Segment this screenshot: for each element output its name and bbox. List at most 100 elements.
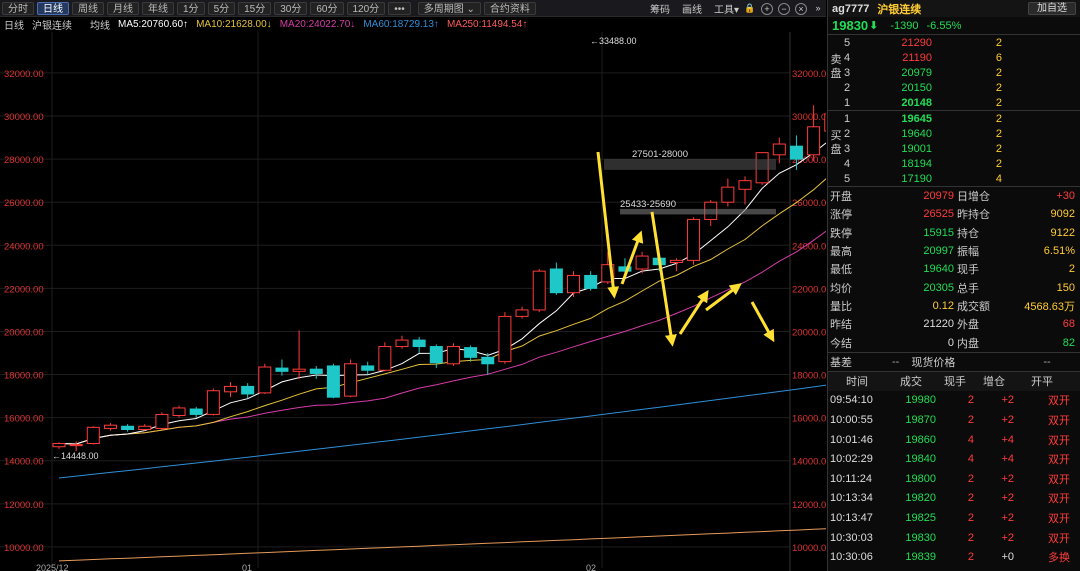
stat-value: 0 xyxy=(947,336,954,349)
y-tick-label-right: 10000.00 xyxy=(792,543,826,554)
last-price: 19830 xyxy=(832,18,869,33)
tab-6[interactable]: 5分 xyxy=(207,1,236,15)
bid-level-row[interactable]: 3 19001 2 xyxy=(828,141,1080,156)
candle-body xyxy=(189,408,203,415)
bid-level-row[interactable]: 1 19645 2 xyxy=(828,111,1080,126)
bid-level-row[interactable]: 4 18194 2 xyxy=(828,156,1080,171)
trade-volume: 2 xyxy=(967,394,974,407)
y-tick-label-right: 14000.00 xyxy=(792,457,826,468)
trade-type: 双开 xyxy=(1048,473,1070,486)
stat-row: 涨停 26525 昨持仓 9092 xyxy=(828,205,1080,223)
tab-2[interactable]: 周线 xyxy=(72,1,104,15)
tab-9[interactable]: 60分 xyxy=(310,1,344,15)
stat-row: 均价 20305 总手 150 xyxy=(828,278,1080,296)
tab-7[interactable]: 15分 xyxy=(238,1,272,15)
trade-type: 双开 xyxy=(1048,513,1070,526)
resistance-zone-1 xyxy=(604,159,776,170)
annotation-arrow xyxy=(750,301,775,343)
level-volume: 2 xyxy=(995,157,1002,170)
candle-body xyxy=(344,363,358,397)
trade-type: 双开 xyxy=(1048,434,1070,447)
stat-value: 4568.63万 xyxy=(1024,300,1075,313)
candle-body xyxy=(498,315,512,363)
add-watchlist-button[interactable]: 加自选 xyxy=(1028,2,1076,15)
stat-value: 26525 xyxy=(923,208,954,221)
tab-5[interactable]: 1分 xyxy=(177,1,205,15)
tab-8[interactable]: 30分 xyxy=(274,1,308,15)
draw-line-button[interactable]: 画线 xyxy=(681,5,702,16)
contract-code: ag7777 xyxy=(832,2,870,15)
stat-label: 开盘 xyxy=(830,191,852,204)
trade-row: 10:13:34 19820 2 +2 双开 xyxy=(828,489,1080,509)
bid-level-row[interactable]: 5 17190 4 xyxy=(828,171,1080,186)
candle-body xyxy=(258,366,272,394)
ask-level-row[interactable]: 2 20150 2 xyxy=(828,80,1080,95)
candle-body xyxy=(429,346,443,364)
y-tick-label-right: 16000.00 xyxy=(792,414,826,425)
level-index: 1 xyxy=(844,96,851,109)
trade-time: 10:00:55 xyxy=(830,414,873,427)
y-tick-label-right: 24000.00 xyxy=(792,241,826,252)
stat-label: 成交额 xyxy=(957,300,990,313)
stat-row: 最低 19640 现手 2 xyxy=(828,260,1080,278)
tab-4[interactable]: 年线 xyxy=(142,1,174,15)
price-change-pct: -6.55% xyxy=(926,19,962,32)
candle-body xyxy=(241,385,255,395)
price-change: -1390 xyxy=(890,19,919,32)
y-tick-label-left: 30000.00 xyxy=(4,112,44,123)
ma-legend: 日线 沪银连续 均线 MA5:20760.60↑ MA10:21628.00↓ … xyxy=(0,17,826,32)
level-volume: 2 xyxy=(995,36,1002,49)
stat-label: 总手 xyxy=(957,282,979,295)
stat-label: 内盘 xyxy=(957,337,979,350)
stat-row: 最高 20997 振幅 6.51% xyxy=(828,242,1080,260)
trade-type: 多换 xyxy=(1048,552,1070,565)
level-index: 2 xyxy=(844,127,851,140)
kline-chart[interactable]: 32000.00 32000.00 30000.00 30000.00 28000.00… xyxy=(0,32,826,571)
tools-menu[interactable]: 工具▾ xyxy=(713,5,739,16)
tab-3[interactable]: 月线 xyxy=(107,1,139,15)
trade-row: 10:30:03 19830 2 +2 双开 xyxy=(828,528,1080,548)
candle-body xyxy=(361,365,375,371)
zoom-out-icon[interactable]: − xyxy=(778,2,790,15)
candle-body xyxy=(824,113,826,132)
trade-volume: 4 xyxy=(967,433,974,446)
stat-row: 跌停 15915 持仓 9122 xyxy=(828,224,1080,242)
tab-10[interactable]: 120分 xyxy=(346,1,386,15)
stat-label: 持仓 xyxy=(957,227,979,240)
level-price: 20150 xyxy=(901,81,932,94)
ask-level-row[interactable]: 4 21190 6 xyxy=(828,50,1080,65)
level-price: 19001 xyxy=(901,142,932,155)
candle-body xyxy=(103,424,117,429)
tab-1[interactable]: 日线 xyxy=(37,1,69,15)
tab-13[interactable]: 合约资料 xyxy=(483,1,536,15)
tab-0[interactable]: 分时 xyxy=(2,1,34,15)
tab-11[interactable]: ••• xyxy=(388,1,411,15)
bid-level-row[interactable]: 2 19640 2 xyxy=(828,126,1080,141)
stat-label: 昨持仓 xyxy=(957,209,990,222)
chips-button[interactable]: 筹码 xyxy=(649,5,670,16)
level-index: 3 xyxy=(844,142,851,155)
y-tick-label-right: 12000.00 xyxy=(792,500,826,511)
trades-column-header: 现手 xyxy=(944,376,966,389)
close-icon[interactable]: × xyxy=(795,2,807,15)
candle-body xyxy=(275,367,289,372)
zoom-in-icon[interactable]: + xyxy=(761,2,773,15)
ask-level-row[interactable]: 1 20148 2 xyxy=(828,95,1080,110)
trade-price: 19870 xyxy=(905,414,936,427)
trade-time: 10:01:46 xyxy=(830,433,873,446)
level-volume: 4 xyxy=(995,172,1002,185)
trade-time: 10:11:24 xyxy=(830,472,873,485)
expand-icon[interactable]: » xyxy=(815,2,821,13)
stat-label: 外盘 xyxy=(957,319,979,332)
lock-icon[interactable]: 🔒 xyxy=(744,2,756,13)
tab-12[interactable]: 多周期图 ⌄ xyxy=(417,1,481,15)
trade-row: 10:13:47 19825 2 +2 双开 xyxy=(828,508,1080,528)
y-tick-label-right: 22000.00 xyxy=(792,284,826,295)
stat-label: 最低 xyxy=(830,264,852,277)
trade-oi-change: +2 xyxy=(1001,492,1014,505)
ask-level-row[interactable]: 3 20979 2 xyxy=(828,65,1080,80)
ask-level-row[interactable]: 5 21290 2 xyxy=(828,35,1080,50)
toolbar-right: 筹码 画线 工具▾ 🔒 + − × » xyxy=(638,1,824,16)
legend-ma60: MA60:18729.13↑ xyxy=(363,19,439,30)
trades-column-header: 成交 xyxy=(900,376,922,389)
